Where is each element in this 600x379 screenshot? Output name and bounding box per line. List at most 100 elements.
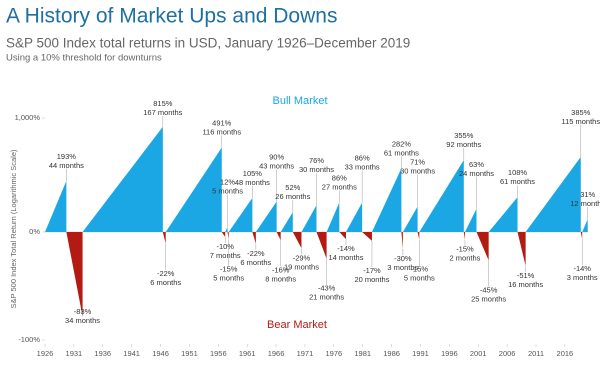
duration-label: 30 months bbox=[400, 166, 435, 175]
duration-label: 8 months bbox=[265, 274, 296, 283]
bull-area bbox=[402, 206, 418, 232]
x-tick-label: 2006 bbox=[499, 349, 516, 358]
bear-area bbox=[316, 232, 327, 259]
x-tick-label: 1966 bbox=[268, 349, 285, 358]
value-label: -22% bbox=[247, 249, 265, 258]
bear-area bbox=[463, 232, 465, 240]
bull-area bbox=[525, 156, 581, 232]
x-tick-label: 1981 bbox=[354, 349, 371, 358]
duration-label: 24 months bbox=[459, 169, 494, 178]
duration-label: 25 months bbox=[471, 294, 506, 303]
duration-label: 43 months bbox=[259, 161, 294, 170]
value-label: 108% bbox=[508, 168, 528, 177]
duration-label: 34 months bbox=[65, 316, 100, 325]
duration-label: 48 months bbox=[235, 178, 270, 187]
duration-label: 44 months bbox=[49, 161, 84, 170]
y-tick-label: 0% bbox=[29, 227, 40, 236]
duration-label: 116 months bbox=[202, 128, 241, 137]
bear-area bbox=[517, 232, 526, 266]
bull-area bbox=[165, 147, 222, 232]
x-tick-label: 1961 bbox=[239, 349, 256, 358]
duration-label: 20 months bbox=[354, 275, 389, 284]
x-tick-label: 1996 bbox=[441, 349, 458, 358]
bear-area bbox=[276, 232, 281, 241]
x-tick-label: 1946 bbox=[152, 349, 169, 358]
value-label: -16% bbox=[272, 265, 290, 274]
x-tick-label: 1931 bbox=[66, 349, 83, 358]
duration-label: 6 months bbox=[240, 258, 271, 267]
value-label: 282% bbox=[392, 139, 412, 148]
duration-label: 12 months bbox=[570, 199, 600, 208]
duration-label: 5 months bbox=[212, 187, 243, 196]
chart-note: Using a 10% threshold for downturns bbox=[6, 53, 162, 64]
value-label: 815% bbox=[153, 99, 173, 108]
value-label: 193% bbox=[57, 152, 77, 161]
value-label: -45% bbox=[480, 285, 498, 294]
x-tick-label: 1941 bbox=[123, 349, 140, 358]
x-tick-label: 1936 bbox=[94, 349, 111, 358]
duration-label: 30 months bbox=[299, 165, 334, 174]
duration-label: 19 months bbox=[284, 262, 319, 271]
x-tick-label: 1926 bbox=[37, 349, 54, 358]
bear-area bbox=[162, 232, 166, 244]
value-label: 86% bbox=[355, 153, 370, 162]
bull-area bbox=[371, 168, 402, 232]
bear-area bbox=[401, 232, 403, 249]
bull-area bbox=[464, 208, 477, 232]
bear-area bbox=[252, 232, 256, 244]
duration-label: 115 months bbox=[561, 117, 600, 126]
x-tick-label: 2011 bbox=[528, 349, 544, 358]
bull-area bbox=[82, 126, 163, 232]
bull-area bbox=[488, 197, 518, 232]
value-label: 31% bbox=[580, 190, 595, 199]
value-label: 76% bbox=[309, 156, 324, 165]
duration-label: 92 months bbox=[446, 140, 481, 149]
duration-label: 5 months bbox=[213, 274, 244, 283]
value-label: -83% bbox=[74, 307, 92, 316]
chart-subtitle: S&P 500 Index total returns in USD, Janu… bbox=[6, 36, 410, 51]
x-tick-label: 2001 bbox=[470, 349, 487, 358]
value-label: 52% bbox=[285, 183, 300, 192]
value-label: 71% bbox=[410, 157, 425, 166]
bull-area bbox=[326, 202, 340, 232]
series-label: Bear Market bbox=[267, 319, 327, 331]
duration-label: 2 months bbox=[450, 254, 481, 263]
bull-area bbox=[280, 212, 293, 232]
duration-label: 167 months bbox=[143, 108, 182, 117]
bear-area bbox=[362, 232, 372, 241]
x-tick-label: 1971 bbox=[297, 349, 314, 358]
bear-area bbox=[221, 232, 226, 238]
value-label: -10% bbox=[216, 242, 234, 251]
x-tick-label: 1976 bbox=[325, 349, 342, 358]
value-label: -22% bbox=[157, 269, 175, 278]
chart-title: A History of Market Ups and Downs bbox=[6, 5, 337, 28]
duration-label: 61 months bbox=[384, 148, 419, 157]
bear-area bbox=[227, 232, 229, 240]
value-label: 385% bbox=[571, 108, 591, 117]
x-tick-label: 1991 bbox=[412, 349, 429, 358]
duration-label: 27 months bbox=[322, 182, 357, 191]
value-label: -43% bbox=[318, 284, 336, 293]
bear-area bbox=[580, 232, 583, 240]
bear-area bbox=[417, 232, 420, 240]
x-tick-label: 1951 bbox=[181, 349, 198, 358]
value-label: -14% bbox=[337, 244, 355, 253]
value-label: -14% bbox=[573, 264, 591, 273]
duration-label: 3 months bbox=[567, 273, 598, 282]
value-label: 355% bbox=[454, 131, 474, 140]
value-label: 90% bbox=[269, 152, 284, 161]
duration-label: 6 months bbox=[150, 278, 181, 287]
bear-area bbox=[339, 232, 346, 240]
value-label: -17% bbox=[363, 266, 381, 275]
duration-label: 14 months bbox=[328, 253, 363, 262]
duration-label: 5 months bbox=[404, 274, 435, 283]
bear-area bbox=[66, 232, 83, 317]
duration-label: 21 months bbox=[309, 293, 344, 302]
y-tick-label: 1,000% bbox=[15, 113, 41, 122]
value-label: 491% bbox=[212, 119, 232, 128]
bull-area bbox=[45, 180, 67, 232]
x-tick-label: 1956 bbox=[210, 349, 227, 358]
bull-area bbox=[419, 159, 464, 232]
value-label: 12% bbox=[220, 178, 235, 187]
